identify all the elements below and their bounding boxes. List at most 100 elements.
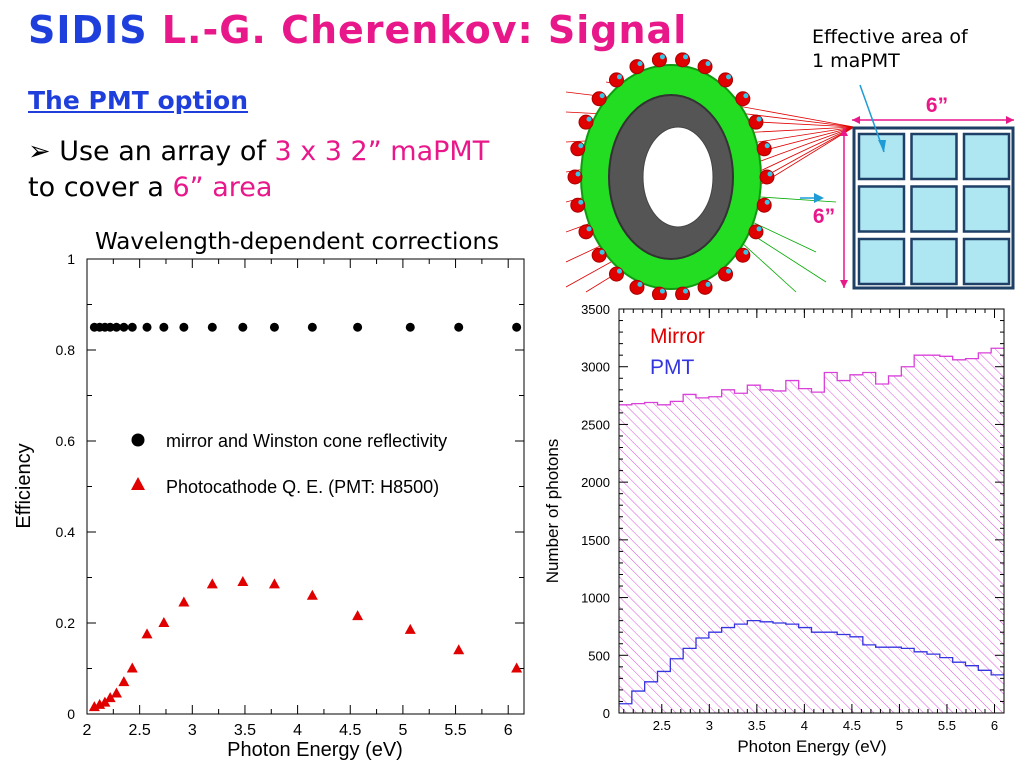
pmt-module-icon: [608, 266, 624, 282]
pmt-module-icon: [591, 91, 607, 107]
pmt-module-icon: [756, 197, 772, 213]
photons-y-label: Number of photons: [543, 439, 562, 584]
pmt-module-icon: [759, 169, 775, 185]
reflectivity-point: [127, 322, 137, 332]
photons-y-tick-label: 1500: [581, 533, 610, 548]
quantum-efficiency-point: [178, 596, 190, 607]
photons-x-tick-label: 3: [706, 718, 713, 733]
photons-x-tick-label: 5.5: [938, 718, 956, 733]
photons-x-tick-label: 5: [896, 718, 903, 733]
pmt-module-icon: [718, 72, 734, 88]
efficiency-y-tick-label: 1: [67, 251, 75, 267]
bullet-text-2: to cover a: [28, 172, 173, 203]
bullet-highlight-1: 3 x 3 2” maPMT: [274, 136, 490, 167]
efficiency-x-tick-label: 4: [293, 722, 302, 739]
quantum-efficiency-point: [511, 662, 523, 673]
efficiency-y-label: Efficiency: [13, 443, 35, 528]
pmt-cell: [857, 185, 906, 233]
photons-x-tick-label: 3.5: [748, 718, 766, 733]
efficiency-y-tick-label: 0.8: [56, 342, 76, 358]
efficiency-chart: 2 2.5 3 3.5 4 4.5 5 5.5 6 0 0.2 0.4 0.6 0.8 1 mirror a…: [13, 251, 525, 761]
title-part-sidis: SIDIS: [28, 8, 162, 52]
effective-area-note-line1: Effective area of: [812, 26, 968, 48]
efficiency-x-tick-label: 2.5: [129, 722, 151, 739]
pmt-module-icon: [748, 114, 764, 130]
pmt-cell: [910, 132, 958, 181]
pmt-module-icon: [718, 266, 734, 282]
photons-x-tick-label: 6: [991, 718, 998, 733]
legend-pmt: PMT: [650, 356, 695, 379]
efficiency-y-tick-label: 0.4: [56, 524, 76, 540]
pmt-module-icon: [756, 141, 772, 157]
efficiency-plot-frame: [86, 258, 525, 715]
pmt-module-icon: [578, 224, 594, 240]
quantum-efficiency-point: [404, 623, 416, 634]
reflectivity-point: [105, 322, 115, 332]
efficiency-y-tick-label: 0.6: [56, 433, 76, 449]
pmt-histogram-line: [619, 620, 1004, 705]
legend-qe-label: Photocathode Q. E. (PMT: H8500): [166, 477, 439, 497]
quantum-efficiency-point: [352, 610, 364, 621]
quantum-efficiency-point: [118, 676, 130, 687]
pmt-module-icon: [675, 52, 691, 68]
pmt-module-icon: [629, 59, 645, 75]
pmt-module-icon: [697, 279, 713, 295]
pmt-cell: [910, 185, 958, 233]
pmt-module-icon: [567, 169, 583, 185]
quantum-efficiency-point: [141, 628, 153, 639]
bullet-text-1: Use an array of: [50, 136, 275, 167]
legend-triangle-marker: [131, 477, 145, 490]
efficiency-x-tick-label: 4.5: [339, 722, 361, 739]
pmt-cell: [910, 237, 958, 286]
photons-y-tick-label: 1000: [581, 591, 610, 606]
pmt-module-icon: [591, 247, 607, 263]
efficiency-y-tick-label: 0.2: [56, 615, 76, 631]
photons-plot-frame: [618, 308, 1005, 714]
pmt-cell: [962, 185, 1011, 233]
efficiency-y-tick-label: 0: [67, 706, 75, 722]
effective-area-note-line2: 1 maPMT: [812, 50, 900, 72]
quantum-efficiency-point: [306, 589, 318, 600]
efficiency-x-tick-label: 5: [398, 722, 407, 739]
pmt-module-icon: [735, 91, 751, 107]
photons-chart: 2.5 3 3.5 4 4.5 5 5.5 6 0 500 1000 1500 2000 2500 3000…: [543, 302, 1005, 756]
pmt-module-icon: [651, 52, 667, 68]
pmt-module-icon: [675, 286, 691, 300]
pmt-module-icon: [735, 247, 751, 263]
reflectivity-point: [307, 322, 317, 332]
subtitle: The PMT option: [28, 86, 249, 115]
photons-y-tick-label: 2500: [581, 417, 610, 432]
reflectivity-point: [119, 322, 129, 332]
quantum-efficiency-point: [237, 576, 249, 587]
legend-circle-marker: [131, 433, 145, 447]
pmt-cell: [857, 237, 906, 286]
pmt-cell: [962, 132, 1011, 181]
reflectivity-point: [111, 322, 121, 332]
reflectivity-point: [238, 322, 248, 332]
reflectivity-point: [159, 322, 169, 332]
efficiency-x-tick-label: 3: [188, 722, 197, 739]
quantum-efficiency-point: [453, 644, 465, 655]
mapmt-array-diagram: 6” 6”: [800, 84, 1015, 290]
efficiency-x-label: Photon Energy (eV): [227, 739, 403, 761]
reflectivity-point: [207, 322, 217, 332]
quantum-efficiency-point: [268, 578, 280, 589]
quantum-efficiency-point: [206, 578, 218, 589]
pmt-module-icon: [570, 141, 586, 157]
reflectivity-point: [179, 322, 189, 332]
photons-y-tick-label: 500: [588, 648, 610, 663]
photons-y-tick-label: 0: [603, 706, 610, 721]
mirror-histogram-fill: [619, 348, 1004, 713]
mirror-histogram-line: [619, 347, 1004, 406]
efficiency-x-tick-label: 2: [83, 722, 92, 739]
bullet-item: ➢ Use an array of 3 x 3 2” maPMT to cove…: [28, 134, 489, 206]
reflectivity-point: [353, 322, 363, 332]
bullet-arrow-icon: ➢: [28, 136, 51, 167]
quantum-efficiency-point: [99, 696, 111, 707]
pmt-module-icon: [629, 279, 645, 295]
quantum-efficiency-point: [126, 662, 138, 673]
pmt-ring: [567, 52, 775, 300]
reflectivity-point: [142, 322, 152, 332]
pmt-module-icon: [608, 72, 624, 88]
bullet-highlight-2: 6” area: [172, 172, 273, 203]
